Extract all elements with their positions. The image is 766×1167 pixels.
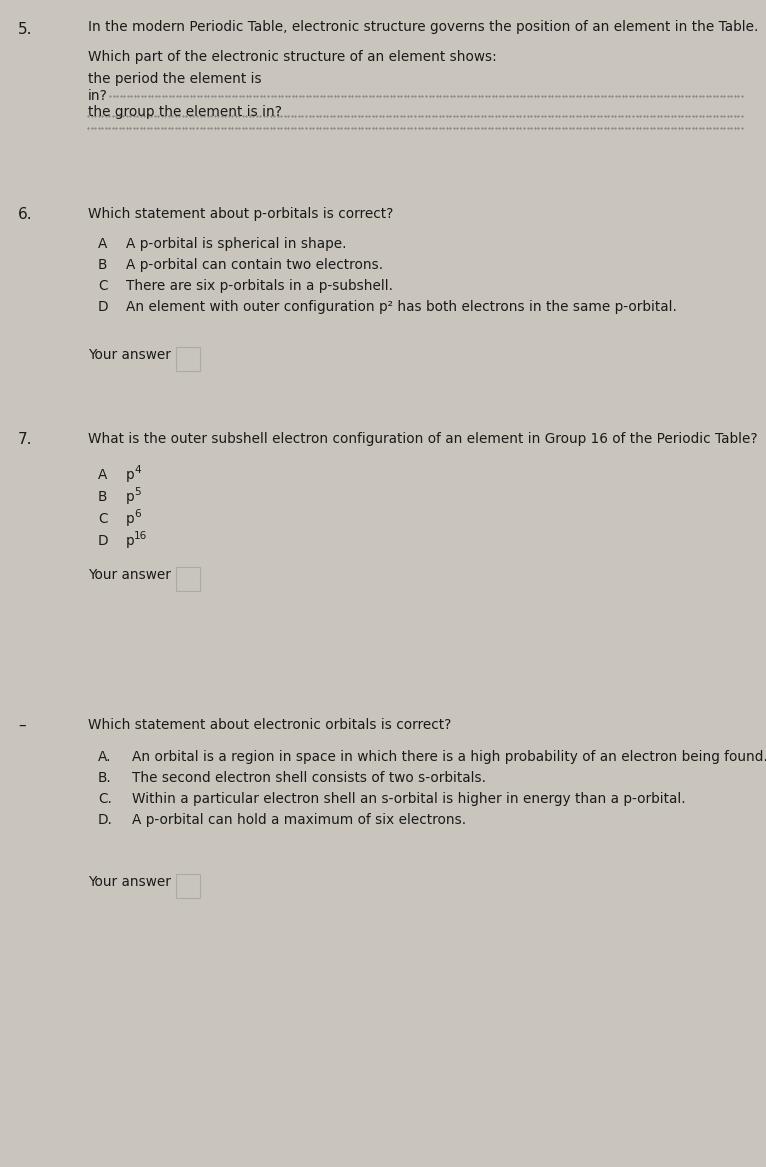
Text: A p-orbital can hold a maximum of six electrons.: A p-orbital can hold a maximum of six el…	[132, 813, 466, 827]
Text: Which statement about electronic orbitals is correct?: Which statement about electronic orbital…	[88, 718, 451, 732]
Text: There are six p-orbitals in a p-subshell.: There are six p-orbitals in a p-subshell…	[126, 279, 393, 293]
Text: in?: in?	[88, 89, 108, 103]
Text: A p-orbital can contain two electrons.: A p-orbital can contain two electrons.	[126, 258, 383, 272]
Text: 6: 6	[134, 509, 141, 519]
Text: 5.: 5.	[18, 22, 32, 37]
Text: D: D	[98, 300, 109, 314]
Text: A p-orbital is spherical in shape.: A p-orbital is spherical in shape.	[126, 237, 346, 251]
Text: C: C	[98, 512, 107, 526]
Text: p: p	[126, 490, 135, 504]
Text: Which part of the electronic structure of an element shows:: Which part of the electronic structure o…	[88, 50, 496, 64]
Bar	[176, 874, 200, 897]
Text: p: p	[126, 534, 135, 548]
Text: 7.: 7.	[18, 432, 32, 447]
Text: Which statement about p-orbitals is correct?: Which statement about p-orbitals is corr…	[88, 207, 394, 221]
Text: 4: 4	[134, 464, 141, 475]
Text: Your answer: Your answer	[88, 568, 171, 582]
Text: Your answer: Your answer	[88, 348, 171, 362]
Text: 6.: 6.	[18, 207, 33, 222]
Text: Within a particular electron shell an s-orbital is higher in energy than a p-orb: Within a particular electron shell an s-…	[132, 792, 686, 806]
Text: the group the element is in?: the group the element is in?	[88, 105, 282, 119]
Text: An orbital is a region in space in which there is a high probability of an elect: An orbital is a region in space in which…	[132, 750, 766, 764]
Text: What is the outer subshell electron configuration of an element in Group 16 of t: What is the outer subshell electron conf…	[88, 432, 758, 446]
Text: In the modern Periodic Table, electronic structure governs the position of an el: In the modern Periodic Table, electronic…	[88, 20, 758, 34]
Text: p: p	[126, 468, 135, 482]
Text: 5: 5	[134, 487, 141, 497]
Text: D: D	[98, 534, 109, 548]
Text: the period the element is: the period the element is	[88, 72, 262, 86]
Text: p: p	[126, 512, 135, 526]
Text: B: B	[98, 490, 107, 504]
Text: D.: D.	[98, 813, 113, 827]
Text: A: A	[98, 468, 107, 482]
Text: A.: A.	[98, 750, 112, 764]
Text: An element with outer configuration p² has both electrons in the same p-orbital.: An element with outer configuration p² h…	[126, 300, 677, 314]
Text: C: C	[98, 279, 107, 293]
Text: Your answer: Your answer	[88, 875, 171, 889]
Bar	[176, 347, 200, 371]
Text: B.: B.	[98, 771, 112, 785]
Text: 16: 16	[134, 531, 147, 541]
Text: B: B	[98, 258, 107, 272]
Text: The second electron shell consists of two s-orbitals.: The second electron shell consists of tw…	[132, 771, 486, 785]
Text: –: –	[18, 718, 25, 733]
Bar	[176, 567, 200, 591]
Text: C.: C.	[98, 792, 112, 806]
Text: A: A	[98, 237, 107, 251]
